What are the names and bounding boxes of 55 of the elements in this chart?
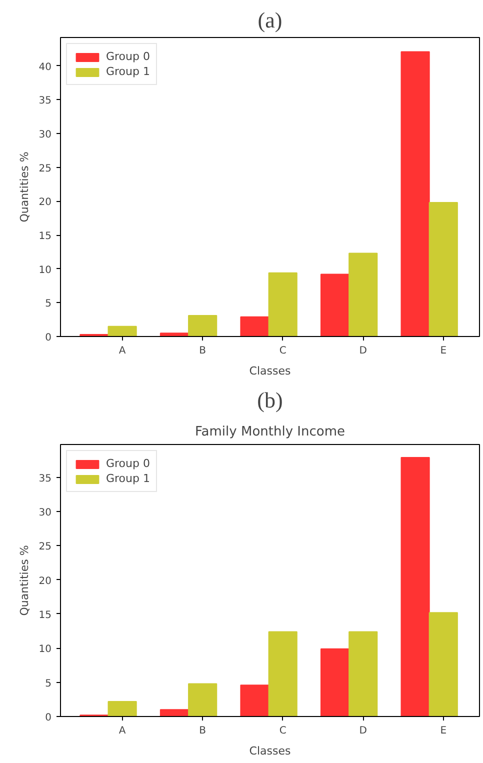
y-tick-label: 30 bbox=[38, 130, 52, 141]
x-tick-label: A bbox=[118, 346, 126, 356]
bar bbox=[320, 648, 350, 716]
y-tick-label: 10 bbox=[38, 644, 52, 656]
bar bbox=[348, 252, 378, 336]
bar bbox=[188, 683, 218, 716]
y-tick-label: 15 bbox=[38, 610, 52, 621]
chart-title: (a) bbox=[258, 8, 282, 32]
bar bbox=[320, 274, 350, 336]
x-tick-label: E bbox=[440, 346, 447, 356]
bar bbox=[108, 700, 137, 716]
legend-label: Group 1 bbox=[106, 472, 150, 485]
legend-label: Group 1 bbox=[106, 65, 150, 78]
y-tick-label: 5 bbox=[45, 678, 52, 690]
y-tick-label: 30 bbox=[38, 507, 52, 518]
x-axis-title: Classes bbox=[249, 744, 291, 758]
y-tick-label: 35 bbox=[38, 473, 52, 484]
x-tick-label: E bbox=[440, 726, 447, 736]
bar bbox=[428, 202, 458, 336]
bar bbox=[108, 326, 137, 336]
y-tick-label: 25 bbox=[38, 163, 52, 174]
y-tick-label: 40 bbox=[38, 62, 52, 73]
x-tick-label: D bbox=[359, 346, 368, 356]
bar bbox=[400, 51, 430, 336]
y-tick-label: 15 bbox=[38, 231, 52, 242]
bar bbox=[240, 684, 270, 716]
bar bbox=[240, 316, 270, 336]
legend-label: Group 0 bbox=[106, 50, 150, 63]
y-tick-label: 5 bbox=[45, 298, 52, 310]
y-tick-label: 10 bbox=[38, 264, 52, 276]
y-tick-label: 0 bbox=[45, 712, 52, 724]
chart-title: (b) bbox=[257, 388, 283, 412]
y-tick-label: 35 bbox=[38, 96, 52, 107]
bar bbox=[268, 631, 298, 716]
x-axis-title: Classes bbox=[249, 364, 291, 378]
x-tick-label: A bbox=[118, 726, 126, 736]
chart-subtitle: Family Monthly Income bbox=[195, 424, 345, 440]
x-tick-label: C bbox=[279, 346, 286, 356]
bar bbox=[188, 315, 218, 336]
y-tick-label: 20 bbox=[38, 197, 52, 208]
y-tick-label: 20 bbox=[38, 576, 52, 587]
legend-label: Group 0 bbox=[106, 457, 150, 470]
x-tick-label: D bbox=[359, 726, 368, 736]
x-tick-label: C bbox=[279, 726, 286, 736]
bar bbox=[268, 272, 298, 336]
bar bbox=[160, 709, 190, 716]
bar bbox=[428, 612, 458, 716]
x-tick-label: B bbox=[199, 346, 206, 356]
x-tick-label: B bbox=[199, 726, 206, 736]
y-tick-label: 0 bbox=[45, 332, 52, 344]
bar bbox=[400, 456, 430, 716]
y-axis-title: Quantities % bbox=[18, 152, 31, 222]
y-axis-title: Quantities % bbox=[18, 545, 31, 616]
y-tick-label: 25 bbox=[38, 542, 52, 553]
bar bbox=[348, 631, 378, 716]
